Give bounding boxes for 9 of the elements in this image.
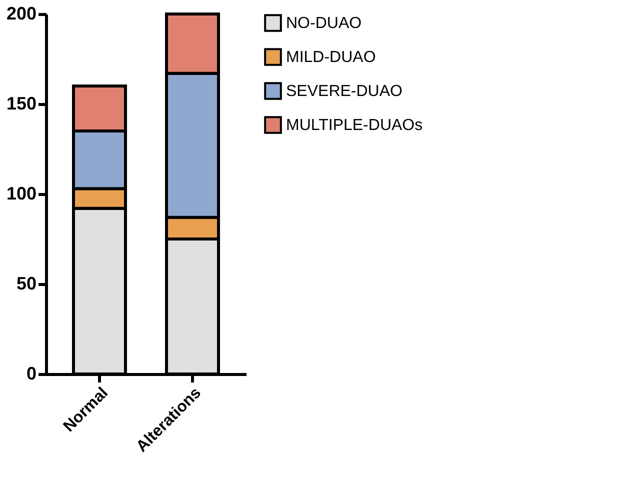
y-tick-label: 150 [6,94,36,114]
y-tick-label: 50 [16,274,36,294]
legend-label: MULTIPLE-DUAOs [286,117,423,134]
y-tick-label: 0 [26,364,36,384]
legend-label: MILD-DUAO [286,49,376,66]
legend-label: NO-DUAO [286,15,362,32]
y-tick-label: 200 [6,4,36,24]
legend-label: SEVERE-DUAO [286,83,402,100]
y-tick-label: 100 [6,184,36,204]
